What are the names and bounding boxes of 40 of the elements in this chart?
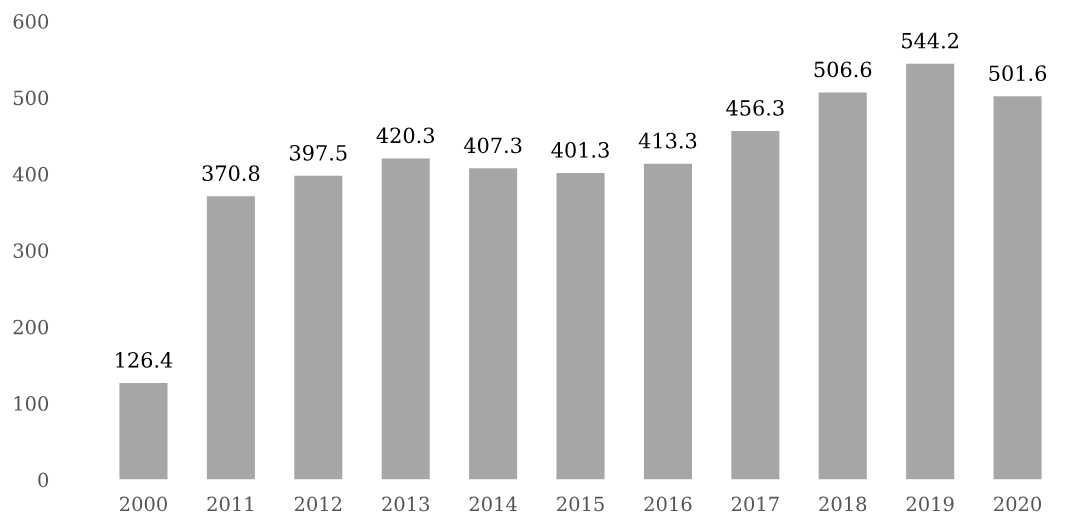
x-tick-label: 2012 [294, 496, 342, 512]
y-tick-label: 100 [14, 396, 49, 411]
y-tick-label: 400 [12, 166, 49, 182]
data-label: 407.3 [463, 137, 522, 154]
x-tick-label: 2020 [994, 496, 1042, 512]
bar [381, 158, 430, 480]
data-label: 501.6 [989, 65, 1047, 82]
data-label: 370.8 [202, 165, 260, 182]
data-label: 544.2 [902, 32, 958, 49]
x-tick-label: 2014 [469, 496, 517, 512]
x-tick-label: 2000 [120, 496, 167, 512]
data-label: 397.5 [290, 144, 347, 161]
data-label: 456.3 [726, 99, 784, 116]
data-label: 420.3 [376, 127, 434, 144]
bar [294, 175, 343, 480]
x-tick-label: 2018 [819, 496, 867, 512]
bar [906, 63, 955, 480]
x-tick-label: 2015 [557, 496, 604, 512]
data-label: 126.4 [116, 352, 173, 368]
y-tick-label: 300 [13, 243, 49, 258]
bar [818, 92, 867, 480]
bar [206, 196, 255, 480]
bar [119, 382, 168, 480]
bar [556, 172, 605, 480]
bar [643, 163, 692, 480]
y-tick-label: 500 [13, 90, 49, 106]
x-tick-label: 2019 [906, 496, 954, 512]
x-tick-label: 2013 [382, 496, 430, 512]
bar [469, 168, 518, 480]
data-label: 413.3 [638, 132, 697, 149]
bar [731, 130, 780, 480]
y-tick-label: 600 [13, 14, 49, 29]
x-tick-label: 2017 [731, 496, 779, 512]
data-label: 506.6 [814, 61, 872, 78]
y-tick-label: 0 [38, 472, 49, 488]
x-tick-label: 2016 [644, 496, 692, 512]
bar [993, 96, 1042, 480]
y-tick-label: 200 [13, 319, 49, 335]
data-label: 401.3 [551, 142, 609, 158]
x-tick-label: 2011 [207, 496, 253, 512]
